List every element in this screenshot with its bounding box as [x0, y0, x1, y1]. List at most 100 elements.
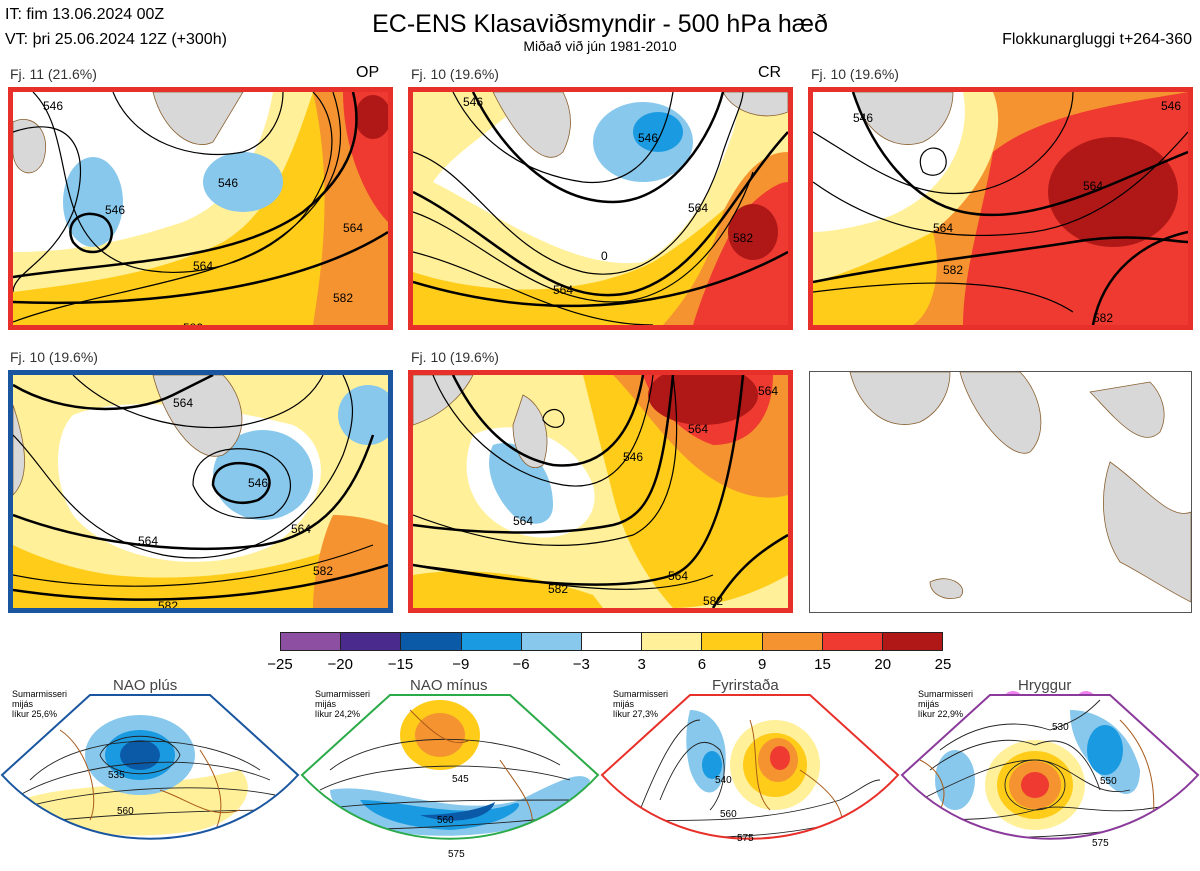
- color-scale-cell: [401, 633, 462, 650]
- regime-3-note: Sumarmisseri mijás líkur 27,3%: [613, 689, 669, 719]
- regime-map-nao-minus: 545 560 575: [300, 694, 600, 860]
- color-scale-cell: [762, 633, 823, 650]
- color-scale-tick-label: 25: [934, 656, 952, 673]
- color-scale-tick-label: 3: [637, 656, 646, 673]
- blank-map: [809, 371, 1192, 613]
- contour-label: 582: [183, 321, 203, 325]
- contour-label: 564: [291, 522, 311, 536]
- color-scale-cell: [521, 633, 582, 650]
- contour-label: 564: [553, 283, 573, 297]
- color-scale-cell: [642, 633, 703, 650]
- regime-4-note: Sumarmisseri mijás líkur 22,9%: [918, 689, 974, 719]
- regime-1-note: Sumarmisseri mijás líkur 25,6%: [12, 689, 68, 719]
- contour-label: 530: [1052, 722, 1069, 733]
- contour-label: 546: [623, 450, 643, 464]
- contour-label: 582: [158, 599, 178, 608]
- color-scale-tick-label: −20: [327, 656, 353, 673]
- cluster-map-4: 546 564 564 582 582 564: [8, 370, 393, 613]
- contour-label: 545: [452, 774, 469, 785]
- blank-map-land: [849, 372, 1191, 603]
- panel-2-label: Fj. 10 (19.6%): [411, 66, 499, 82]
- contour-label: 564: [1083, 179, 1103, 193]
- color-scale-tick-label: 15: [814, 656, 831, 673]
- contour-label: 546: [853, 111, 873, 125]
- color-scale-cell: [882, 633, 943, 650]
- color-scale-tick-label: 9: [758, 656, 767, 673]
- panel-1-label: Fj. 11 (21.6%): [10, 66, 97, 82]
- contour-label: 564: [933, 221, 953, 235]
- contour-label: 546: [218, 176, 238, 190]
- contour-label: 575: [737, 833, 754, 844]
- contour-label: 546: [638, 131, 658, 145]
- contour-label: 546: [1161, 99, 1181, 113]
- contour-label: 582: [733, 231, 753, 245]
- contour-label: 564: [138, 534, 158, 548]
- cluster-map-3-field: 546 564 564 582 582 546: [813, 92, 1188, 325]
- cluster-map-1: 546 546 564 564 582 582 546: [8, 87, 393, 330]
- contour-label: 564: [193, 259, 213, 273]
- page-subtitle: Miðað við jún 1981-2010: [523, 38, 677, 54]
- contour-label: 560: [720, 809, 737, 820]
- init-time: IT: fim 13.06.2024 00Z: [5, 6, 165, 23]
- color-scale-bar: [280, 632, 943, 651]
- color-scale-cell: [461, 633, 522, 650]
- cluster-map-4-field: 546 564 564 582 582 564: [13, 375, 388, 608]
- contour-label: 582: [548, 582, 568, 596]
- cluster-map-1-field: 546 546 564 564 582 582 546: [13, 92, 388, 325]
- contour-label: 546: [43, 99, 63, 113]
- regime-map-ridge: 530 550 575: [900, 694, 1200, 849]
- color-scale-cell: [702, 633, 763, 650]
- contour-label: 564: [688, 422, 708, 436]
- cluster-map-2: 546 546 564 564 582 582 0: [408, 87, 793, 330]
- color-scale-tick-label: 6: [697, 656, 707, 673]
- contour-label: 564: [688, 201, 708, 215]
- cluster-map-2-field: 546 546 564 564 582 582 0: [413, 92, 788, 325]
- contour-label: 582: [313, 564, 333, 578]
- contour-label: 546: [463, 95, 483, 109]
- color-scale-tick-label: −25: [267, 656, 293, 673]
- color-scale-tick-label: −15: [387, 656, 414, 673]
- contour-label: 535: [108, 770, 125, 781]
- contour-label: 540: [715, 775, 732, 786]
- color-scale-tick-label: −9: [452, 656, 470, 673]
- contour-label: 560: [437, 815, 454, 826]
- regime-map-nao-plus: 535 560: [0, 694, 300, 840]
- panel-1-tag: OP: [356, 64, 380, 81]
- contour-label: 582: [333, 291, 353, 305]
- contour-label: 575: [1092, 838, 1109, 849]
- color-scale-tick-label: 20: [874, 656, 892, 673]
- regime-2-title: NAO mínus: [410, 677, 488, 694]
- valid-time: VT: þri 25.06.2024 12Z (+300h): [5, 31, 227, 48]
- color-scale-cell: [581, 633, 643, 650]
- color-scale-cell: [341, 633, 402, 650]
- color-scale-tick-label: −6: [512, 656, 530, 673]
- color-scale-tick-label: −3: [572, 656, 590, 673]
- regime-2-note: Sumarmisseri mijás líkur 24,2%: [315, 689, 371, 719]
- contour-label: 582: [943, 263, 963, 277]
- contour-label: 0: [601, 249, 608, 263]
- contour-label: 582: [703, 594, 723, 608]
- color-scale-cell: [281, 633, 342, 650]
- contour-label: 575: [448, 849, 465, 860]
- contour-label: 564: [343, 221, 363, 235]
- classification-window: Flokkunargluggi t+264-360: [1002, 31, 1192, 48]
- panel-3-label: Fj. 10 (19.6%): [811, 66, 899, 82]
- contour-label: 564: [173, 396, 193, 410]
- contour-label: 550: [1100, 776, 1117, 787]
- cluster-map-5-field: 546 564 564 582 582 564 564: [413, 375, 788, 608]
- color-scale-cell: [822, 633, 883, 650]
- panel-5-label: Fj. 10 (19.6%): [411, 349, 499, 365]
- cluster-map-3: 546 564 564 582 582 546: [808, 87, 1193, 330]
- page-title: EC-ENS Klasaviðsmyndir - 500 hPa hæð: [372, 10, 828, 38]
- contour-label: 564: [758, 384, 778, 398]
- regime-3-title: Fyrirstaða: [712, 677, 779, 694]
- panel-2-tag: CR: [758, 64, 782, 81]
- contour-label: 564: [668, 569, 688, 583]
- contour-label: 546: [248, 476, 268, 490]
- cluster-map-5: 546 564 564 582 582 564 564: [408, 370, 793, 613]
- contour-label: 560: [117, 806, 134, 817]
- regime-map-blocking: 540 560 575: [600, 694, 900, 844]
- regime-1-title: NAO plús: [113, 677, 178, 694]
- contour-label: 546: [105, 203, 125, 217]
- contour-label: 564: [513, 514, 533, 528]
